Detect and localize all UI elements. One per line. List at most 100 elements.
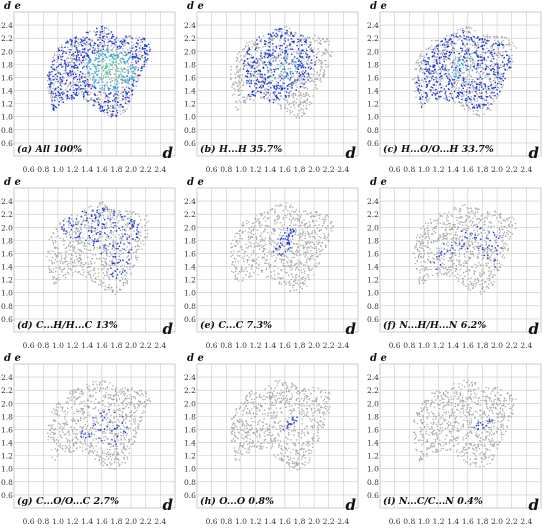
gray-point [146,236,147,237]
gray-point [68,58,69,59]
highlight-point [462,50,463,51]
gray-point [112,217,113,218]
gray-point [303,53,304,54]
gray-point [470,68,471,69]
gray-point [268,45,269,46]
gray-point [49,250,50,251]
gray-point [281,31,282,32]
gray-point [131,71,132,72]
highlight-point [483,42,484,43]
gray-point [242,74,243,75]
highlight-point [303,83,304,84]
highlight-point [490,78,491,79]
gray-point [457,29,458,30]
gray-point [493,101,494,102]
gray-point [100,94,101,95]
gray-point [421,80,422,81]
highlight-point [99,108,100,109]
y-tick-label: 1.4 [1,87,13,96]
gray-point [296,73,297,74]
gray-point [284,98,285,99]
highlight-point [108,41,109,42]
gray-point [135,255,136,256]
highlight-point [99,54,100,55]
gray-point [322,38,323,39]
gray-point [468,110,469,111]
highlight-point [304,41,305,42]
highlight-point [494,74,495,75]
gray-point [89,207,90,208]
highlight-point [433,79,434,80]
gray-point [88,218,89,219]
gray-point [246,64,247,65]
highlight-point [47,75,48,76]
gray-point [95,281,96,282]
gray-point [326,41,327,42]
highlight-point [465,81,466,82]
gray-point [306,95,307,96]
highlight-point [420,90,421,91]
highlight-point [277,64,278,65]
highlight-point [418,79,419,80]
gray-point [444,65,445,66]
highlight-point [58,48,59,49]
highlight-point [128,71,129,72]
gray-point [112,48,113,49]
gray-point [455,71,456,72]
gray-point [78,253,79,254]
highlight-point [465,65,466,66]
highlight-point [52,64,53,65]
gray-point [298,117,299,118]
gray-point [473,105,474,106]
highlight-point [275,46,276,47]
plot-frame [380,12,541,156]
gray-point [117,58,118,59]
gray-point [64,70,65,71]
gray-point [101,43,102,44]
gray-point [105,93,106,94]
gray-point [106,237,107,238]
gray-point [489,81,490,82]
gray-point [501,37,502,38]
gray-point [82,266,83,267]
y-tick-label: 0.8 [367,126,379,135]
gray-point [122,237,123,238]
highlight-point [112,80,113,81]
highlight-point [86,220,87,221]
highlight-point [127,83,128,84]
gray-point [317,79,318,80]
gray-point [100,284,101,285]
highlight-point [132,84,133,85]
highlight-point [475,52,476,53]
gray-point [262,46,263,47]
highlight-point [82,67,83,68]
gray-point [102,202,103,203]
gray-point [65,88,66,89]
highlight-point [243,63,244,64]
gray-point [258,62,259,63]
gray-point [76,258,77,259]
gray-point [444,43,445,44]
gray-point [108,289,109,290]
gray-point [283,72,284,73]
x-axis-label: d [529,144,540,162]
gray-point [464,82,465,83]
gray-point [72,245,73,246]
gray-point [503,54,504,55]
gray-point [91,228,92,229]
gray-point [120,79,121,80]
gray-point [287,55,288,56]
gray-point [100,240,101,241]
gray-point [280,65,281,66]
gray-point [479,115,480,116]
gray-point [242,59,243,60]
highlight-point [290,71,291,72]
highlight-point [55,95,56,96]
gray-point [136,85,137,86]
gray-point [103,207,104,208]
highlight-point [271,82,272,83]
highlight-point [64,61,65,62]
gray-point [236,72,237,73]
gray-point [69,62,70,63]
gray-point [440,74,441,75]
